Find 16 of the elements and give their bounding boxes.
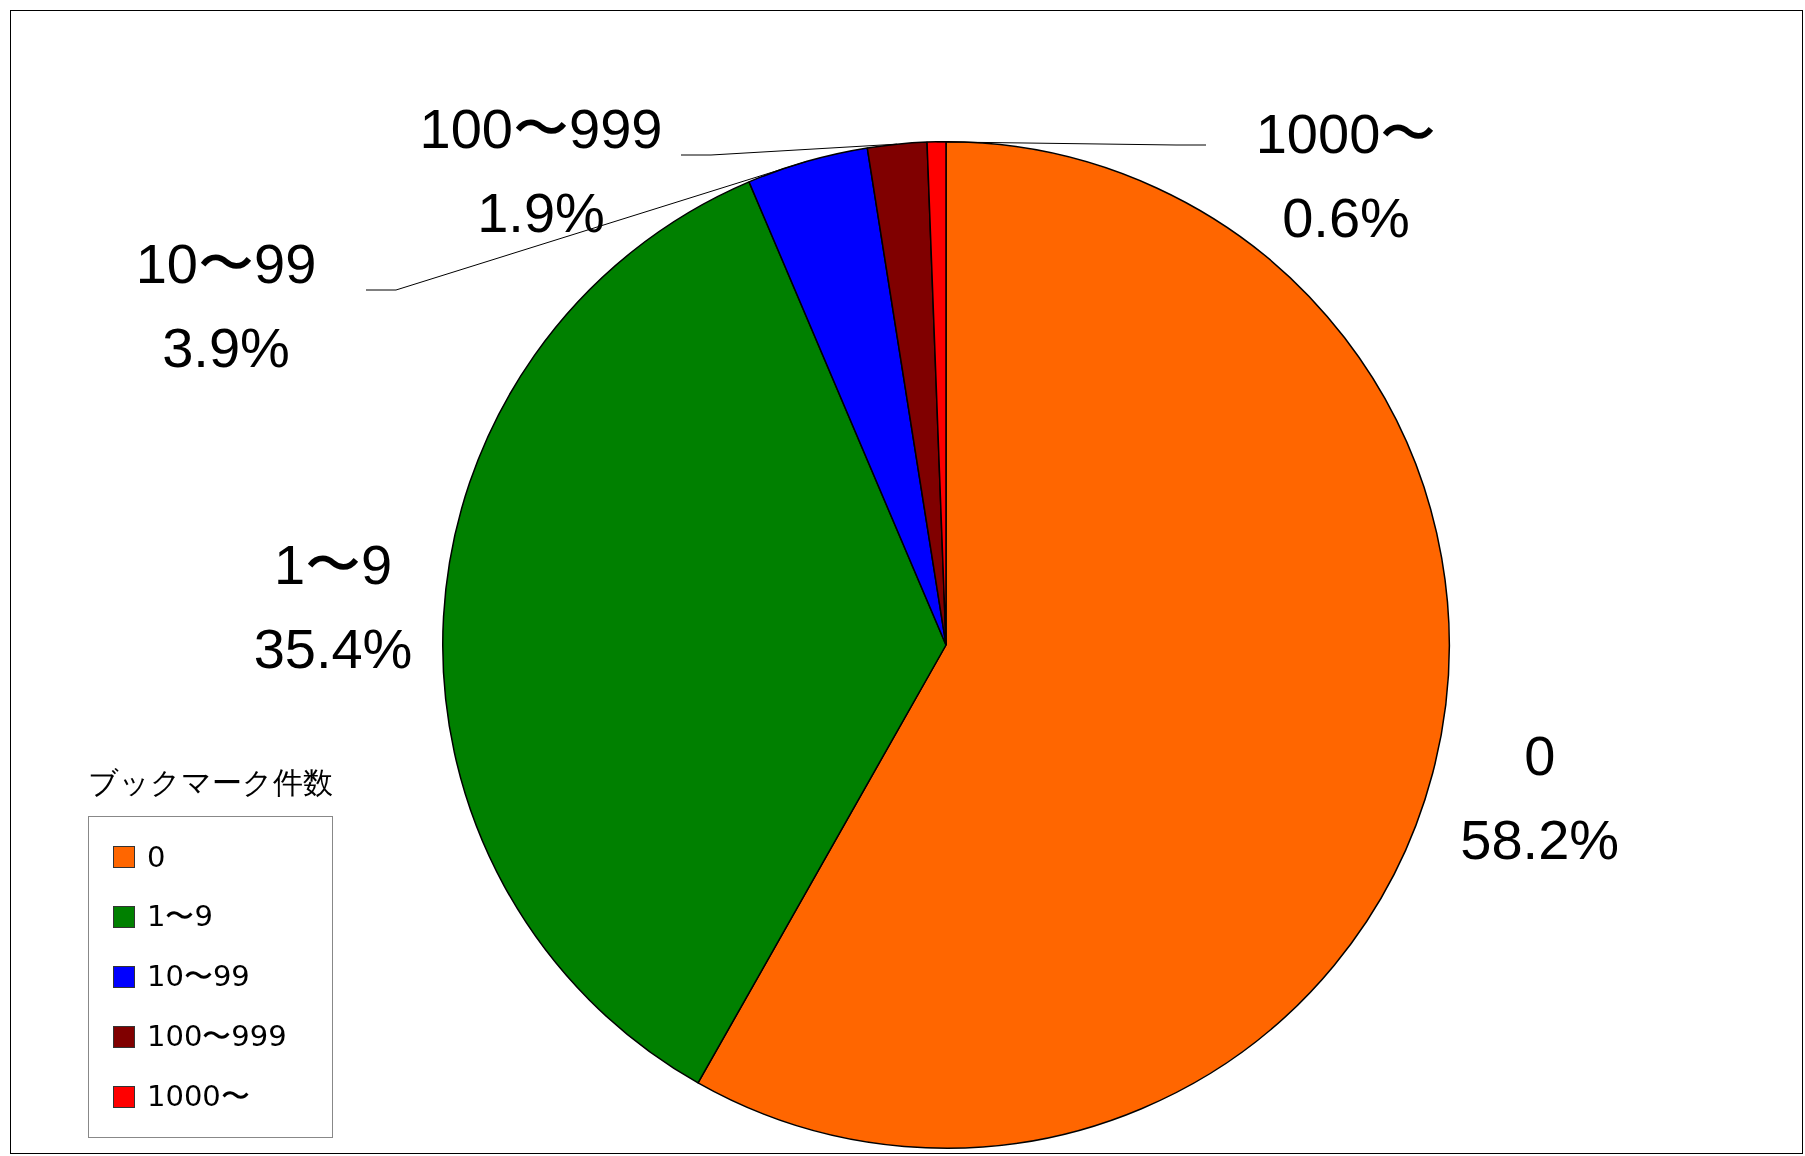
legend-label: 1000〜 — [147, 1078, 250, 1115]
slice-label: 10〜99 — [135, 232, 317, 296]
legend-label: 1〜9 — [147, 898, 213, 935]
legend-label: 10〜99 — [147, 958, 250, 995]
data-label: 0.6% — [1282, 186, 1410, 250]
data-label: 58.2% — [1460, 807, 1620, 871]
legend-label: 0 — [147, 840, 166, 874]
slice-label: 100〜999 — [419, 97, 663, 161]
data-label: 3.9% — [162, 316, 290, 380]
slice-label: 0 — [1524, 723, 1556, 787]
data-label: 35.4% — [253, 616, 413, 680]
slice-label: 1000〜 — [1255, 102, 1437, 166]
data-label: 1.9% — [477, 181, 605, 245]
slice-label: 1〜9 — [273, 532, 393, 596]
legend-title: ブックマーク件数 — [88, 764, 333, 802]
legend-label: 100〜999 — [147, 1018, 287, 1055]
